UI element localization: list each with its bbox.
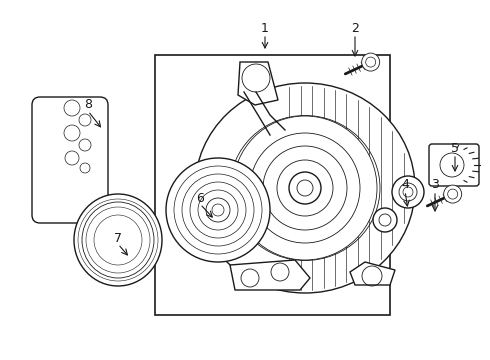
Polygon shape	[230, 260, 310, 290]
FancyBboxPatch shape	[32, 97, 108, 223]
Circle shape	[233, 116, 377, 260]
Text: 6: 6	[196, 192, 204, 204]
Circle shape	[373, 208, 397, 232]
Text: 3: 3	[431, 179, 439, 192]
Polygon shape	[350, 262, 395, 285]
Text: 1: 1	[261, 22, 269, 35]
Text: 8: 8	[84, 99, 92, 112]
Ellipse shape	[74, 194, 162, 286]
Text: 2: 2	[351, 22, 359, 35]
Text: 5: 5	[451, 141, 459, 154]
Circle shape	[206, 198, 230, 222]
Text: 4: 4	[401, 179, 409, 192]
Circle shape	[362, 53, 380, 71]
Bar	[155, 55, 390, 315]
Ellipse shape	[230, 116, 380, 261]
Circle shape	[289, 172, 321, 204]
Text: 7: 7	[114, 231, 122, 244]
FancyBboxPatch shape	[429, 144, 479, 186]
Circle shape	[392, 176, 424, 208]
Ellipse shape	[195, 83, 415, 293]
Polygon shape	[238, 62, 278, 105]
Circle shape	[166, 158, 270, 262]
Circle shape	[443, 185, 462, 203]
